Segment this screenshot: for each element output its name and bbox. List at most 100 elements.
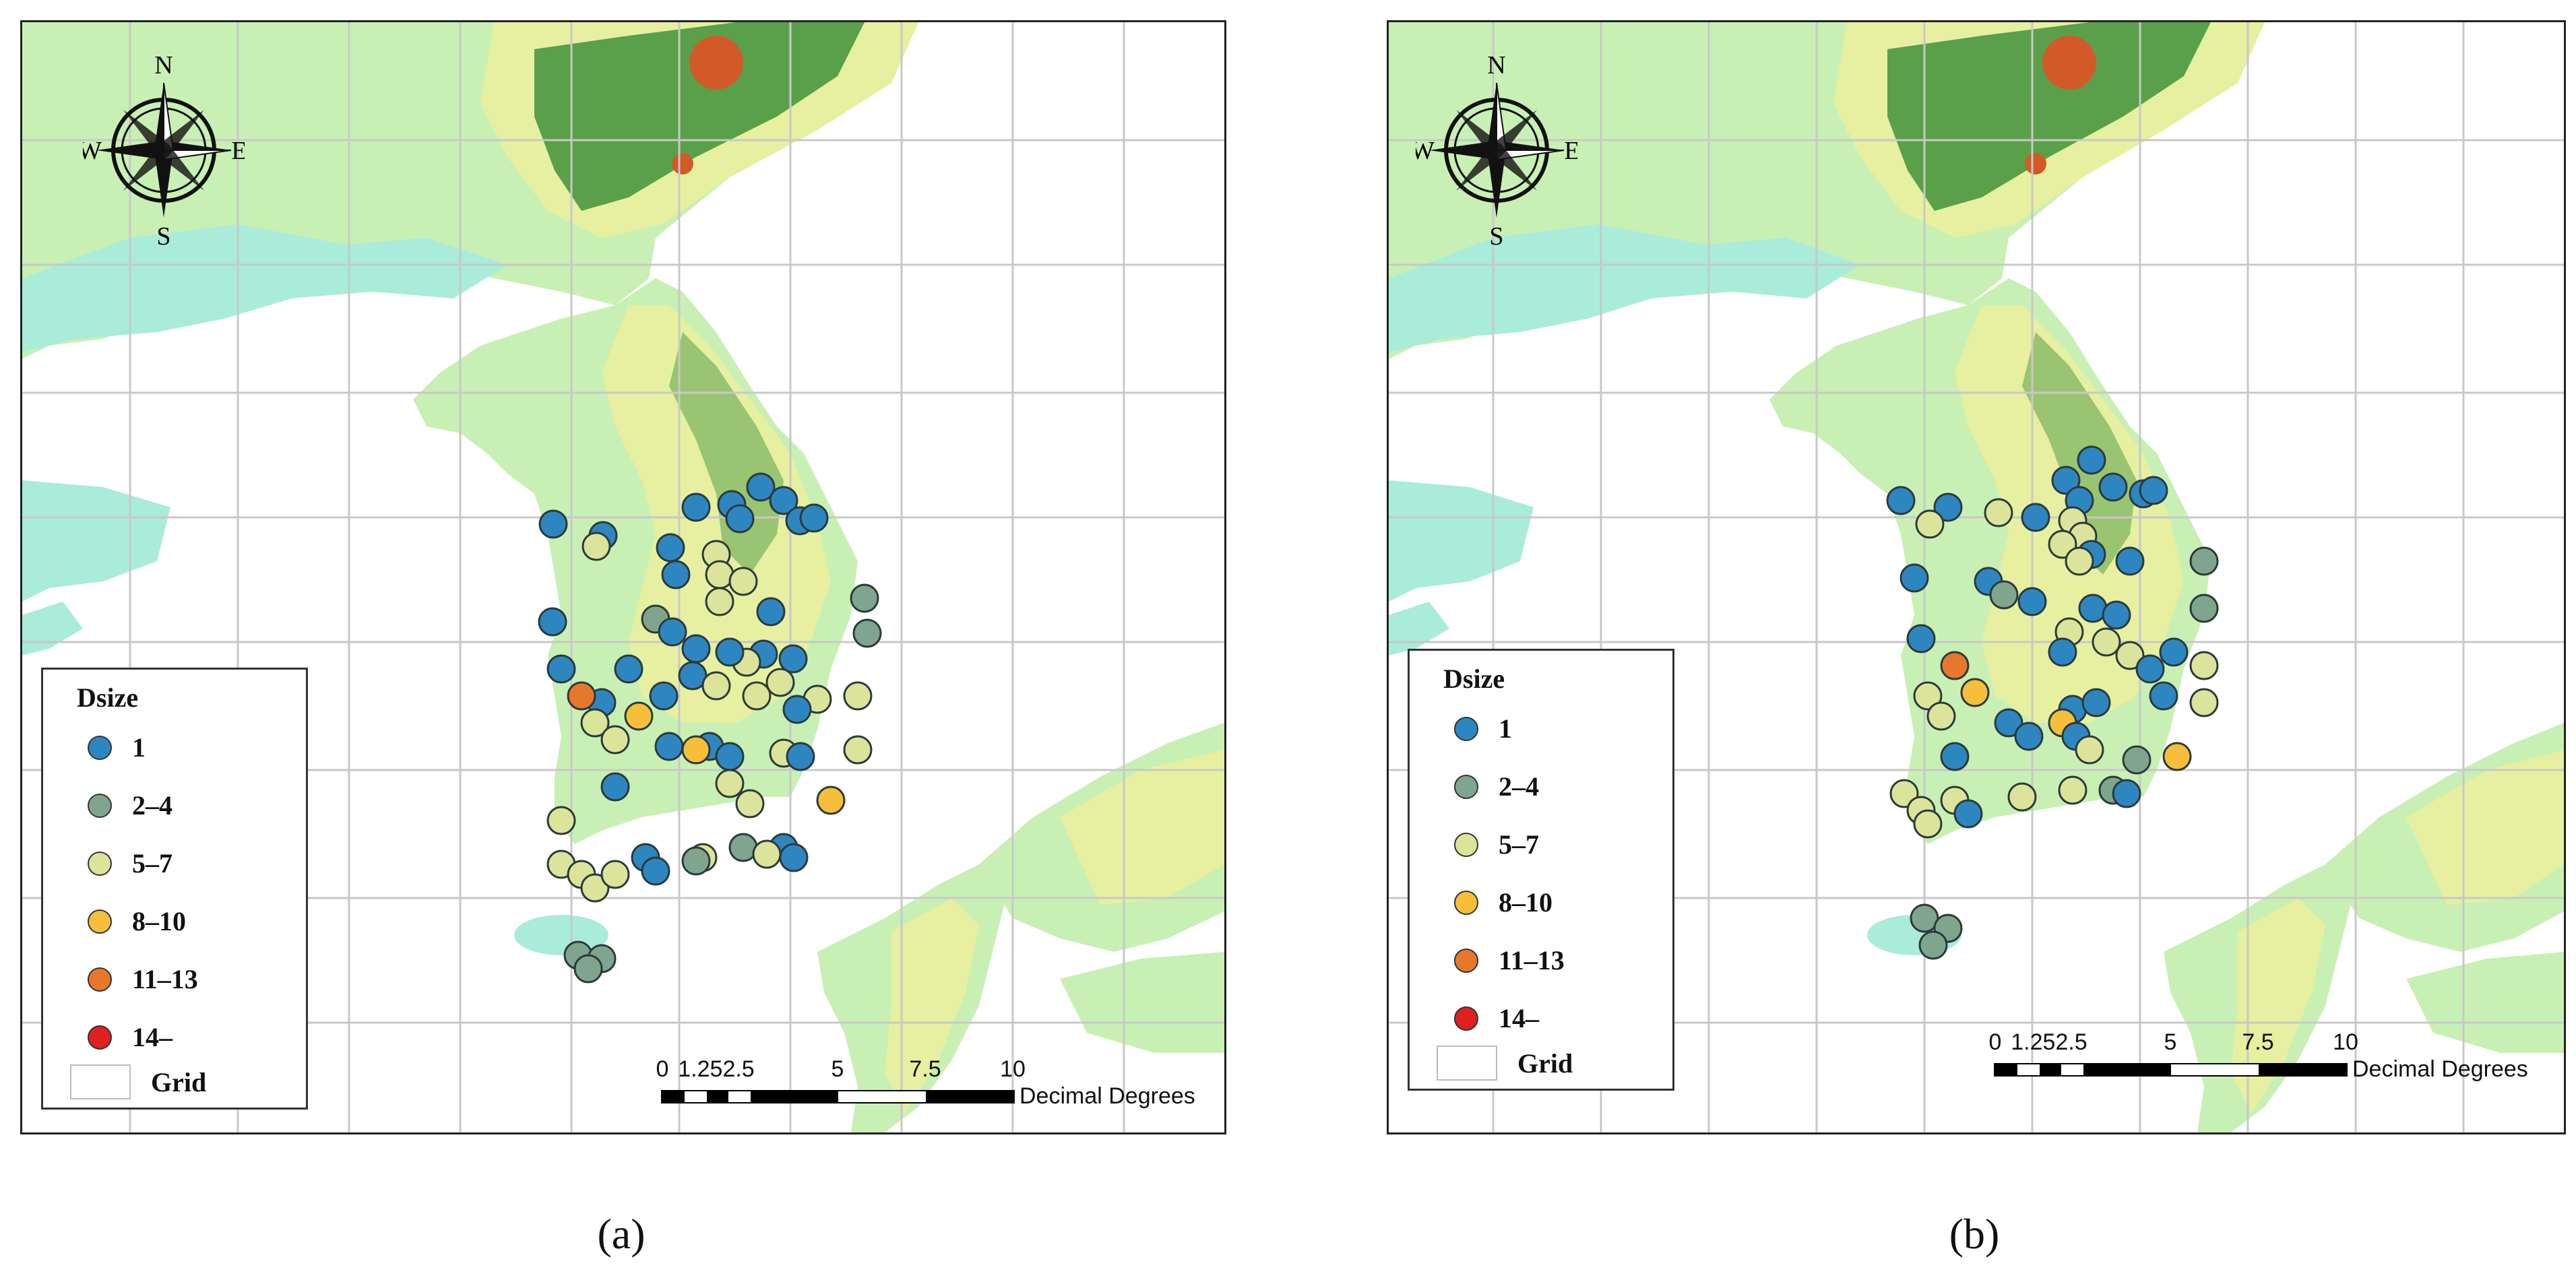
station-marker	[2051, 466, 2081, 495]
legend-label: 14–	[1499, 1003, 1539, 1033]
legend-item-1: 1	[88, 732, 146, 763]
mountains-north	[1887, 22, 2211, 211]
station-marker	[1953, 799, 1983, 829]
station-marker	[580, 708, 610, 738]
compass-w-label: W	[1416, 137, 1435, 165]
caption-a: (a)	[597, 1210, 646, 1258]
scale-tick: 7.5	[909, 1056, 941, 1082]
station-marker	[715, 742, 745, 771]
station-marker	[715, 769, 745, 798]
scale-tick: 0	[656, 1056, 669, 1082]
station-marker	[573, 954, 603, 984]
station-marker	[654, 732, 684, 761]
compass-rose-icon: N S W E	[1416, 51, 1577, 251]
station-marker	[769, 486, 798, 515]
landmass-west	[22, 480, 170, 602]
station-marker	[2139, 476, 2168, 505]
legend-label: 14–	[132, 1022, 172, 1052]
station-marker	[782, 695, 812, 724]
station-marker	[756, 597, 786, 627]
station-marker	[1913, 681, 1943, 711]
legend-dot	[88, 851, 112, 876]
station-marker	[2092, 627, 2121, 657]
station-marker	[656, 533, 685, 563]
legend-item-5-7: 5–7	[88, 847, 172, 879]
station-markers-a	[538, 472, 882, 984]
legend-dot	[88, 1025, 112, 1050]
station-marker	[1886, 486, 1916, 515]
legend-dot	[1454, 774, 1478, 799]
grid-swatch	[1437, 1046, 1497, 1081]
station-marker	[850, 583, 879, 613]
station-marker	[746, 472, 776, 502]
legend-label: Grid	[151, 1066, 207, 1097]
legend-item-grid: Grid	[70, 1064, 206, 1099]
station-marker	[1960, 678, 1990, 707]
scale-tick: 1.252.5	[678, 1056, 755, 1082]
shikoku	[1060, 952, 1224, 1053]
legend-dot	[88, 735, 112, 760]
station-marker	[2048, 637, 2077, 667]
station-marker	[735, 789, 765, 819]
legend-label: 11–13	[132, 964, 198, 994]
station-marker	[580, 873, 610, 903]
legend-a: Dsize 1 2–4 5–7 8–10 11–13 14– Grid	[41, 668, 308, 1110]
station-marker	[715, 637, 745, 667]
compass-n-label: N	[1487, 51, 1505, 79]
station-marker	[1926, 701, 1956, 731]
legend-dot	[1454, 948, 1478, 973]
station-marker	[600, 772, 630, 802]
legend-dot	[1454, 832, 1478, 857]
compass-rose-icon: N S W E	[83, 51, 245, 251]
station-marker	[2122, 745, 2151, 775]
station-marker	[765, 668, 795, 697]
scale-tick: 0	[1988, 1029, 2002, 1055]
station-marker	[1918, 930, 1948, 960]
station-markers-b	[1886, 445, 2219, 960]
scale-bar-b: 0 1.252.5 5 7.5 10 Decimal Degrees	[1982, 1029, 2554, 1097]
station-marker	[2077, 445, 2106, 475]
legend-b: Dsize 1 2–4 5–7 8–10 11–13 14– Grid	[1408, 649, 1674, 1091]
station-marker	[2075, 735, 2104, 765]
legend-item-8-10: 8–10	[1454, 887, 1552, 918]
honshu-hills	[2406, 750, 2564, 905]
station-marker	[2007, 782, 2037, 812]
legend-dot	[88, 793, 112, 818]
legend-item-2-4: 2–4	[1454, 771, 1539, 802]
legend-dot	[1454, 890, 1478, 915]
map-canvas-b	[1389, 22, 2564, 1132]
station-marker	[614, 654, 643, 684]
station-marker	[786, 742, 815, 771]
legend-label: Grid	[1517, 1048, 1573, 1079]
station-marker	[538, 509, 568, 539]
compass-w-label: W	[83, 137, 102, 165]
scale-bar-graphic	[1994, 1063, 2348, 1077]
shikoku	[2406, 952, 2564, 1053]
station-marker	[778, 644, 808, 674]
peak-north-2	[672, 153, 693, 174]
legend-item-5-7: 5–7	[1454, 829, 1539, 860]
terrain-b	[1389, 22, 2564, 1132]
station-marker	[681, 735, 711, 765]
station-marker	[752, 839, 782, 869]
scale-bar-a: 0 1.252.5 5 7.5 10 Decimal Degrees	[649, 1056, 1215, 1124]
station-marker	[681, 492, 711, 522]
legend-dot	[88, 909, 112, 934]
scale-bar-graphic	[661, 1090, 1015, 1103]
station-marker	[2065, 546, 2094, 576]
legend-item-14: 14–	[88, 1021, 172, 1053]
kyushu-hills	[885, 898, 979, 1114]
station-marker	[816, 786, 846, 815]
station-marker	[2149, 681, 2178, 711]
station-marker	[649, 681, 679, 711]
station-marker	[1940, 742, 1970, 771]
scale-unit: Decimal Degrees	[1019, 1083, 1195, 1109]
mountains-north	[534, 22, 865, 211]
station-marker	[728, 567, 758, 596]
station-marker	[843, 681, 873, 711]
station-marker	[567, 681, 596, 711]
station-marker	[701, 671, 731, 701]
station-marker	[2115, 546, 2145, 576]
station-marker	[742, 681, 772, 711]
map-panel-a: N S W E Dsize 1 2–4 5–7 8–10 11–13 14– G…	[20, 20, 1226, 1134]
